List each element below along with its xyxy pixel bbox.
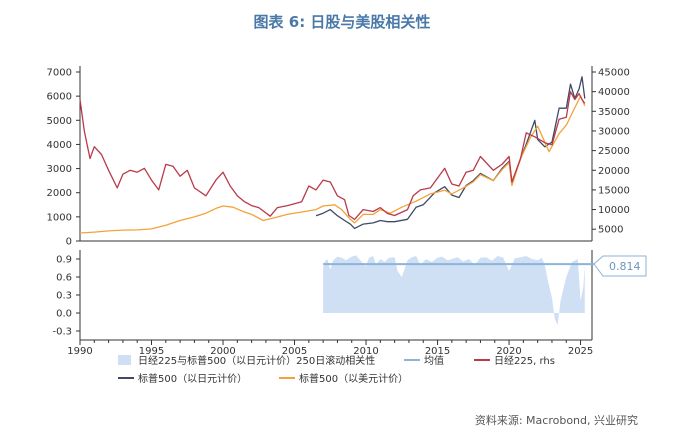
legend-label: 标普500（以美元计价） [299, 372, 408, 385]
x-axis-ticks: 1990 1995 2000 2005 2010 2015 2020 2025 [67, 340, 593, 357]
left-tick-label: 6000 [47, 92, 72, 103]
legend-label: 标普500（以日元计价） [138, 372, 247, 385]
corr-tick-label: -0.3 [52, 327, 72, 338]
corr-tick-label: 0.0 [56, 309, 72, 320]
bottom-panel: 0.9 0.6 0.3 0.0 -0.3 1990 1995 2000 2005 2010 201… [52, 250, 647, 357]
right-tick-label: 45000 [598, 68, 630, 79]
nikkei225-line [79, 91, 586, 221]
left-tick-label: 0 [66, 237, 72, 248]
left-axis-ticks: 0 1000 2000 3000 4000 5000 6000 7000 [47, 68, 80, 248]
top-panel: 0 1000 2000 3000 4000 5000 6000 7000 5000 10000 1… [47, 66, 630, 248]
x-tick-label: 2020 [496, 346, 521, 357]
legend-label: 日经225与标普500（以日元计价）250日滚动相关性 [138, 354, 375, 367]
right-tick-label: 5000 [598, 225, 623, 236]
legend-swatch-box [118, 355, 131, 365]
correlation-area-group [323, 255, 594, 325]
correlation-axis-ticks: 0.9 0.6 0.3 0.0 -0.3 [52, 255, 80, 338]
legend-label: 均值 [424, 354, 444, 367]
left-tick-label: 7000 [47, 68, 72, 79]
mean-value-label: 0.814 [609, 260, 641, 273]
left-tick-label: 4000 [47, 140, 72, 151]
corr-tick-label: 0.3 [56, 291, 72, 302]
right-axis-ticks: 5000 10000 15000 20000 25000 30000 35000 40000 4… [592, 68, 630, 236]
right-tick-label: 20000 [598, 166, 630, 177]
sp500-jpy-line [315, 76, 586, 230]
mean-callout: 0.814 [593, 255, 647, 277]
price-series-lines [79, 76, 586, 234]
sp500-usd-line [79, 95, 586, 234]
legend-label: 日经225, rhs [494, 354, 555, 367]
correlation-area [323, 255, 585, 325]
x-tick-label: 2010 [353, 346, 378, 357]
left-tick-label: 2000 [47, 188, 72, 199]
x-tick-label: 2000 [210, 346, 235, 357]
corr-tick-label: 0.6 [56, 273, 72, 284]
right-tick-label: 30000 [598, 126, 630, 137]
x-tick-label: 2015 [425, 346, 450, 357]
left-tick-label: 5000 [47, 116, 72, 127]
source-note: 资料来源: Macrobond, 兴业研究 [475, 413, 638, 427]
right-tick-label: 35000 [598, 107, 630, 118]
left-tick-label: 3000 [47, 164, 72, 175]
legend: 日经225与标普500（以日元计价）250日滚动相关性 均值 日经225, rhs 标… [118, 354, 555, 385]
chart-title: 图表 6: 日股与美股相关性 [254, 13, 431, 31]
x-tick-label: 2025 [568, 346, 593, 357]
x-tick-label: 2005 [282, 346, 307, 357]
right-tick-label: 10000 [598, 205, 630, 216]
right-tick-label: 15000 [598, 185, 630, 196]
x-tick-label: 1990 [67, 346, 92, 357]
right-tick-label: 25000 [598, 146, 630, 157]
right-tick-label: 40000 [598, 87, 630, 98]
corr-tick-label: 0.9 [56, 255, 72, 266]
left-tick-label: 1000 [47, 212, 72, 223]
x-tick-label: 1995 [139, 346, 164, 357]
